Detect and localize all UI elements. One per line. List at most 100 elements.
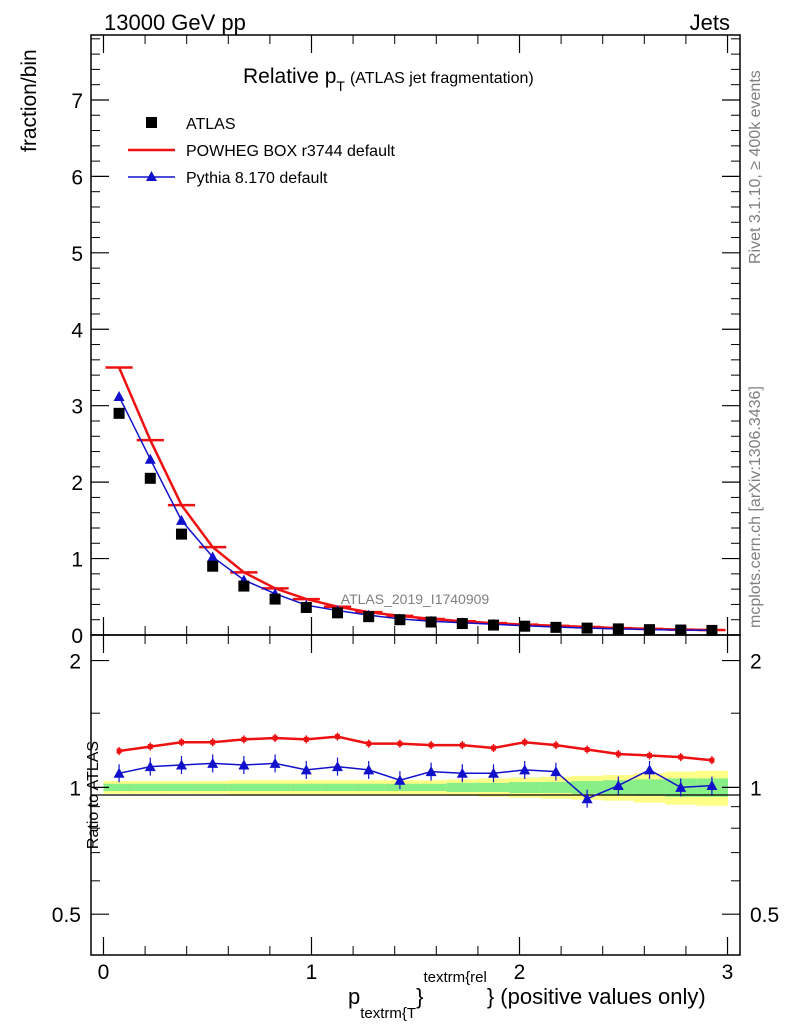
ratio-powheg-point xyxy=(210,739,216,745)
atlas-data-point xyxy=(269,593,281,605)
legend-atlas-label: ATLAS xyxy=(186,116,236,133)
ratio-powheg-point xyxy=(647,753,653,759)
ratio-inner-band xyxy=(134,783,167,792)
ratio-powheg-point xyxy=(615,751,621,757)
ratio-pythia-point xyxy=(238,759,250,770)
x-tick-label: 1 xyxy=(306,961,318,984)
rivet-label: Rivet 3.1.10, ≥ 400k events xyxy=(747,70,764,264)
ratio-powheg-point xyxy=(303,736,309,742)
atlas-data-point xyxy=(456,618,468,630)
legend: ATLAS POWHEG BOX r3744 default Pythia 8.… xyxy=(128,116,396,187)
plot-title-main: Relative p xyxy=(243,65,336,88)
main-y-tick-label: 5 xyxy=(71,243,83,266)
ratio-inner-band xyxy=(446,782,479,793)
ratio-powheg-point xyxy=(491,745,497,751)
ratio-y-tick-label-left: 2 xyxy=(69,651,81,674)
ratio-pythia-point xyxy=(300,764,312,775)
x-label-main: p xyxy=(348,984,360,1009)
header-process-label: Jets xyxy=(690,10,730,35)
ratio-y-tick-label-right: 1 xyxy=(750,777,762,800)
legend-powheg-label: POWHEG BOX r3744 default xyxy=(186,143,396,160)
atlas-data-point xyxy=(394,614,406,626)
atlas-data-point xyxy=(238,580,250,592)
ratio-inner-band xyxy=(571,781,604,794)
ratio-pythia-point xyxy=(363,764,375,775)
atlas-data-point xyxy=(331,607,343,619)
main-y-tick-label: 1 xyxy=(71,549,83,572)
x-label-tail: } (positive values only) xyxy=(487,984,706,1009)
atlas-data-point xyxy=(519,620,531,632)
ratio-y-tick-label-right: 2 xyxy=(750,651,762,674)
pythia-point xyxy=(207,551,219,562)
ratio-pythia-point xyxy=(675,781,687,792)
ratio-powheg-point xyxy=(116,748,122,754)
ratio-y-axis-label: Ratio to ATLAS xyxy=(85,741,102,849)
ratio-panel-frame xyxy=(90,634,741,956)
ratio-pythia-point xyxy=(550,766,562,777)
x-tick-label: 3 xyxy=(722,961,734,984)
main-y-axis-label: fraction/bin xyxy=(18,49,41,152)
ratio-powheg-point xyxy=(272,735,278,741)
ratio-inner-band xyxy=(509,781,541,793)
x-tick-label: 2 xyxy=(514,961,526,984)
ratio-pythia-point xyxy=(644,764,656,775)
main-y-tick-label: 4 xyxy=(71,319,83,342)
analysis-watermark: ATLAS_2019_I1740909 xyxy=(341,591,490,607)
mcplots-label: mcplots.cern.ch [arXiv:1306.3436] xyxy=(747,386,764,628)
main-panel-series xyxy=(105,366,726,636)
atlas-data-point xyxy=(363,611,375,623)
atlas-data-point xyxy=(488,619,500,631)
ratio-inner-band xyxy=(477,782,510,793)
ratio-inner-band xyxy=(540,781,573,793)
ratio-line-pythia xyxy=(118,762,712,800)
atlas-data-point xyxy=(144,472,156,484)
ratio-powheg-point xyxy=(428,742,434,748)
main-y-tick-label: 3 xyxy=(71,396,83,419)
x-label-sup: textrm{rel xyxy=(423,969,486,986)
ratio-pythia-point xyxy=(581,793,593,804)
x-label-mid: } xyxy=(416,984,423,1009)
atlas-data-point xyxy=(581,622,593,634)
atlas-data-point xyxy=(675,624,687,636)
ratio-pythia-point xyxy=(331,761,343,772)
ratio-powheg-point xyxy=(678,754,684,760)
x-axis-label: ptextrm{T}textrm{rel} (positive values o… xyxy=(348,969,706,1022)
ratio-powheg-point xyxy=(709,757,715,763)
pythia-point xyxy=(144,453,156,464)
ratio-inner-band xyxy=(197,783,229,792)
ratio-panel-series xyxy=(113,732,718,808)
ratio-pythia-point xyxy=(113,767,125,778)
ratio-inner-band xyxy=(321,783,354,792)
ratio-inner-band xyxy=(228,783,260,792)
ratio-powheg-point xyxy=(366,741,372,747)
ratio-inner-band xyxy=(103,783,136,792)
ratio-inner-band xyxy=(353,783,385,792)
ratio-powheg-point xyxy=(584,747,590,753)
ratio-pythia-point xyxy=(425,766,437,777)
legend-atlas-marker xyxy=(146,117,157,128)
ratio-pythia-point xyxy=(175,759,187,770)
atlas-data-point xyxy=(300,601,312,613)
ratio-pythia-point xyxy=(269,757,281,768)
ratio-powheg-point xyxy=(334,734,340,740)
main-y-tick-label: 6 xyxy=(71,166,83,189)
main-panel-ticks: 0 1 2 3 4 5 6 7 xyxy=(71,35,740,648)
main-y-tick-label: 7 xyxy=(71,90,83,113)
ratio-inner-band xyxy=(415,783,448,792)
ratio-y-tick-label-left: 1 xyxy=(69,777,81,800)
plot-title-sub: T xyxy=(336,78,345,94)
ratio-powheg-point xyxy=(147,744,153,750)
plot-title: Relative pT (ATLAS jet fragmentation) xyxy=(243,65,534,94)
ratio-pythia-point xyxy=(612,780,624,791)
atlas-data-point xyxy=(706,624,718,636)
pythia-point xyxy=(175,514,187,525)
main-y-tick-label: 2 xyxy=(71,472,83,495)
ratio-powheg-point xyxy=(522,739,528,745)
ratio-pythia-point xyxy=(394,774,406,785)
ratio-inner-band xyxy=(165,783,198,792)
ratio-inner-band xyxy=(290,783,323,792)
ratio-y-tick-label-right: 0.5 xyxy=(750,904,779,927)
atlas-data-point xyxy=(612,623,624,635)
ratio-y-tick-label-left: 0.5 xyxy=(52,904,81,927)
